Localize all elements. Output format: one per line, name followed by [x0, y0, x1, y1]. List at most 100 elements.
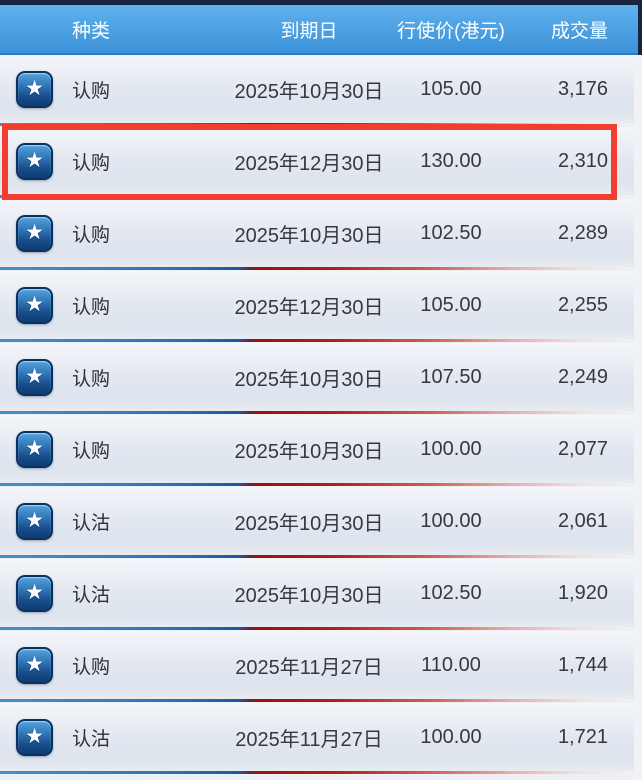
- favorite-cell: ★: [16, 358, 72, 396]
- star-icon: ★: [25, 292, 44, 316]
- favorite-star-button[interactable]: ★: [16, 502, 53, 540]
- row-separator: [0, 483, 642, 487]
- expiry-date-value: 2025年10月30日: [234, 512, 384, 535]
- table-header: 种类 到期日 行使价(港元) 成交量: [0, 5, 642, 55]
- row-separator: [0, 195, 642, 199]
- strike-price-value: 100.00: [420, 509, 482, 532]
- table-row[interactable]: ★ 认购 2025年11月27日 110.00 1,744: [0, 631, 642, 699]
- favorite-cell: ★: [16, 718, 72, 756]
- volume-value: 2,249: [557, 365, 608, 388]
- favorite-star-button[interactable]: ★: [16, 70, 53, 108]
- favorite-cell: ★: [16, 142, 72, 180]
- volume-value: 2,077: [557, 437, 608, 460]
- star-icon: ★: [25, 652, 44, 676]
- warrant-type-label: 认购: [72, 368, 111, 390]
- favorite-star-button[interactable]: ★: [16, 430, 53, 468]
- favorite-star-button[interactable]: ★: [16, 358, 53, 396]
- warrant-type-label: 认购: [72, 152, 111, 174]
- warrant-type-label: 认沽: [72, 728, 111, 750]
- favorite-cell: ★: [16, 646, 72, 684]
- strike-price-value: 100.00: [420, 437, 482, 460]
- volume-value: 2,255: [557, 293, 608, 316]
- table-row[interactable]: ★ 认购 2025年12月30日 105.00 2,255: [0, 271, 642, 339]
- right-scroll-gutter[interactable]: [634, 57, 642, 780]
- strike-price-value: 130.00: [420, 149, 482, 172]
- table-row[interactable]: ★ 认沽 2025年10月30日 102.50 1,920: [0, 559, 642, 627]
- header-right-edge: [638, 0, 642, 55]
- table-row[interactable]: ★ 认沽 2025年10月30日 100.00 2,061: [0, 487, 642, 555]
- expiry-date-value: 2025年12月30日: [234, 152, 384, 175]
- table-row[interactable]: ★ 认购 2025年10月30日 105.00 3,176: [0, 55, 642, 123]
- table-row[interactable]: ★ 认购 2025年12月30日 130.00 2,310: [0, 124, 642, 200]
- volume-value: 1,920: [557, 581, 608, 604]
- column-header-volume[interactable]: 成交量: [550, 20, 608, 42]
- star-icon: ★: [25, 364, 44, 388]
- star-icon: ★: [25, 436, 44, 460]
- table-row[interactable]: ★ 认购 2025年10月30日 107.50 2,249: [0, 343, 642, 411]
- strike-price-value: 105.00: [420, 293, 482, 316]
- warrant-type-label: 认沽: [72, 584, 111, 606]
- table-row[interactable]: ★ 认沽 2025年11月27日 100.00 1,721: [0, 703, 642, 771]
- strike-price-value: 102.50: [420, 581, 482, 604]
- star-icon: ★: [25, 76, 44, 100]
- warrant-table-body: ★ 认购 2025年10月30日 105.00 3,176 ★ 认购 2025年…: [0, 55, 642, 775]
- star-icon: ★: [25, 148, 44, 172]
- top-status-bar: [0, 0, 642, 5]
- favorite-cell: ★: [16, 430, 72, 468]
- favorite-cell: ★: [16, 214, 72, 252]
- row-separator: [0, 123, 642, 127]
- favorite-star-button[interactable]: ★: [16, 214, 53, 252]
- star-icon: ★: [25, 508, 44, 532]
- expiry-date-value: 2025年10月30日: [234, 440, 384, 463]
- expiry-date-value: 2025年12月30日: [234, 296, 384, 319]
- favorite-cell: ★: [16, 70, 72, 108]
- row-separator: [0, 699, 642, 703]
- expiry-date-value: 2025年10月30日: [234, 584, 384, 607]
- row-separator: [0, 627, 642, 631]
- favorite-star-button[interactable]: ★: [16, 574, 53, 612]
- expiry-date-value: 2025年10月30日: [234, 224, 384, 247]
- strike-price-value: 107.50: [420, 365, 482, 388]
- column-header-expiry[interactable]: 到期日: [280, 20, 338, 42]
- warrant-type-label: 认购: [72, 80, 111, 102]
- favorite-cell: ★: [16, 502, 72, 540]
- column-header-strike[interactable]: 行使价(港元): [397, 20, 505, 42]
- star-icon: ★: [25, 220, 44, 244]
- expiry-date-value: 2025年11月27日: [235, 728, 383, 751]
- strike-price-value: 100.00: [420, 725, 482, 748]
- volume-value: 2,289: [557, 221, 608, 244]
- row-separator: [0, 771, 642, 775]
- volume-value: 1,744: [557, 653, 608, 676]
- warrant-type-label: 认沽: [72, 512, 111, 534]
- favorite-cell: ★: [16, 574, 72, 612]
- volume-value: 2,061: [557, 509, 608, 532]
- star-icon: ★: [25, 580, 44, 604]
- table-row[interactable]: ★ 认购 2025年10月30日 102.50 2,289: [0, 199, 642, 267]
- volume-value: 3,176: [557, 77, 608, 100]
- star-icon: ★: [25, 724, 44, 748]
- strike-price-value: 105.00: [420, 77, 482, 100]
- favorite-star-button[interactable]: ★: [16, 142, 53, 180]
- volume-value: 1,721: [557, 725, 608, 748]
- favorite-star-button[interactable]: ★: [16, 718, 53, 756]
- expiry-date-value: 2025年11月27日: [235, 656, 383, 679]
- expiry-date-value: 2025年10月30日: [234, 80, 384, 103]
- strike-price-value: 102.50: [420, 221, 482, 244]
- column-header-type[interactable]: 种类: [72, 20, 111, 42]
- warrant-type-label: 认购: [72, 656, 111, 678]
- row-separator: [0, 555, 642, 559]
- row-separator: [0, 411, 642, 415]
- warrant-type-label: 认购: [72, 440, 111, 462]
- volume-value: 2,310: [557, 149, 608, 172]
- table-row[interactable]: ★ 认购 2025年10月30日 100.00 2,077: [0, 415, 642, 483]
- favorite-star-button[interactable]: ★: [16, 646, 53, 684]
- row-separator: [0, 339, 642, 343]
- expiry-date-value: 2025年10月30日: [234, 368, 384, 391]
- strike-price-value: 110.00: [421, 653, 481, 676]
- favorite-cell: ★: [16, 286, 72, 324]
- row-separator: [0, 267, 642, 271]
- favorite-star-button[interactable]: ★: [16, 286, 53, 324]
- warrant-type-label: 认购: [72, 224, 111, 246]
- warrant-type-label: 认购: [72, 296, 111, 318]
